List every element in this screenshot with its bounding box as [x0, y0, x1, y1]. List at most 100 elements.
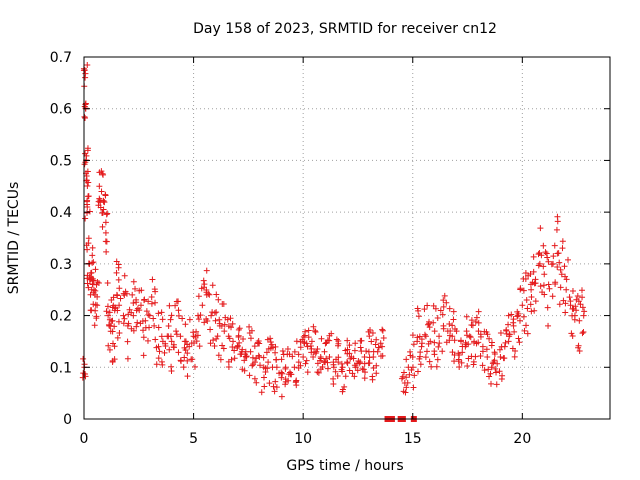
data-point [555, 250, 562, 257]
data-point [486, 335, 493, 342]
data-point [260, 354, 267, 361]
data-point [369, 373, 376, 380]
data-point [241, 357, 248, 364]
data-point [239, 346, 246, 353]
data-point [481, 367, 488, 374]
data-point [148, 294, 155, 301]
data-point [212, 317, 219, 324]
data-point [545, 322, 552, 329]
data-point [236, 325, 243, 332]
x-axis-label: GPS time / hours [286, 458, 403, 474]
data-point [234, 342, 241, 349]
data-point [92, 266, 99, 273]
y-tick-label: 0.1 [50, 360, 72, 376]
data-point [303, 357, 310, 364]
data-point [430, 319, 437, 326]
data-point [156, 348, 163, 355]
y-tick-label: 0 [63, 412, 72, 428]
data-point [256, 353, 263, 360]
data-point [541, 271, 548, 278]
data-point [215, 352, 222, 359]
data-point [111, 323, 118, 330]
data-point [114, 307, 121, 314]
data-point [562, 300, 569, 307]
data-point [457, 337, 464, 344]
data-point [436, 333, 443, 340]
data-point [85, 284, 92, 291]
data-point [410, 341, 417, 348]
data-point [141, 296, 148, 303]
x-tick-label: 20 [513, 431, 531, 447]
data-point [219, 300, 226, 307]
data-point [116, 329, 123, 336]
data-point [523, 297, 530, 304]
data-point [158, 309, 165, 316]
data-point [167, 316, 174, 323]
data-point [441, 292, 448, 299]
y-tick-label: 0.2 [50, 309, 72, 325]
data-point [84, 201, 91, 208]
data-point [545, 258, 552, 265]
data-point [574, 292, 581, 299]
data-point [434, 356, 441, 363]
data-point [366, 360, 373, 367]
data-point [80, 355, 87, 362]
data-point [528, 293, 535, 300]
data-point [527, 270, 534, 277]
data-point [361, 375, 368, 382]
data-point [520, 287, 527, 294]
data-point [332, 368, 339, 375]
data-point [475, 308, 482, 315]
data-point [272, 343, 279, 350]
data-point [576, 317, 583, 324]
data-point [440, 303, 447, 310]
data-point [361, 353, 368, 360]
data-point [333, 336, 340, 343]
data-point [104, 210, 111, 217]
data-point [452, 326, 459, 333]
data-point [487, 370, 494, 377]
data-point [367, 327, 374, 334]
data-point [524, 305, 531, 312]
data-point [351, 373, 358, 380]
data-point [379, 327, 386, 334]
data-point [494, 360, 501, 367]
data-point [496, 346, 503, 353]
data-point [289, 353, 296, 360]
data-point [446, 321, 453, 328]
data-point [472, 353, 479, 360]
data-point [360, 366, 367, 373]
data-point [354, 367, 361, 374]
data-point [522, 276, 529, 283]
data-point [338, 360, 345, 367]
data-point [85, 235, 92, 242]
data-point [111, 343, 118, 350]
data-point [130, 278, 137, 285]
data-point [291, 364, 298, 371]
data-point [293, 378, 300, 385]
data-point [463, 313, 470, 320]
data-point [295, 351, 302, 358]
data-point [466, 333, 473, 340]
data-point [502, 339, 509, 346]
data-point [137, 320, 144, 327]
data-point [569, 333, 576, 340]
data-point [216, 320, 223, 327]
data-point [83, 172, 90, 179]
data-point [101, 199, 108, 206]
data-point [166, 346, 173, 353]
data-point [373, 336, 380, 343]
data-point [370, 353, 377, 360]
data-point [324, 337, 331, 344]
data-point [273, 364, 280, 371]
data-point [568, 330, 575, 337]
data-point [90, 259, 97, 266]
data-point [117, 295, 124, 302]
data-point [491, 349, 498, 356]
data-point [531, 307, 538, 314]
data-point [477, 353, 484, 360]
data-point [221, 328, 228, 335]
data-point [116, 302, 123, 309]
x-tick-label: 0 [80, 431, 89, 447]
data-point [443, 299, 450, 306]
